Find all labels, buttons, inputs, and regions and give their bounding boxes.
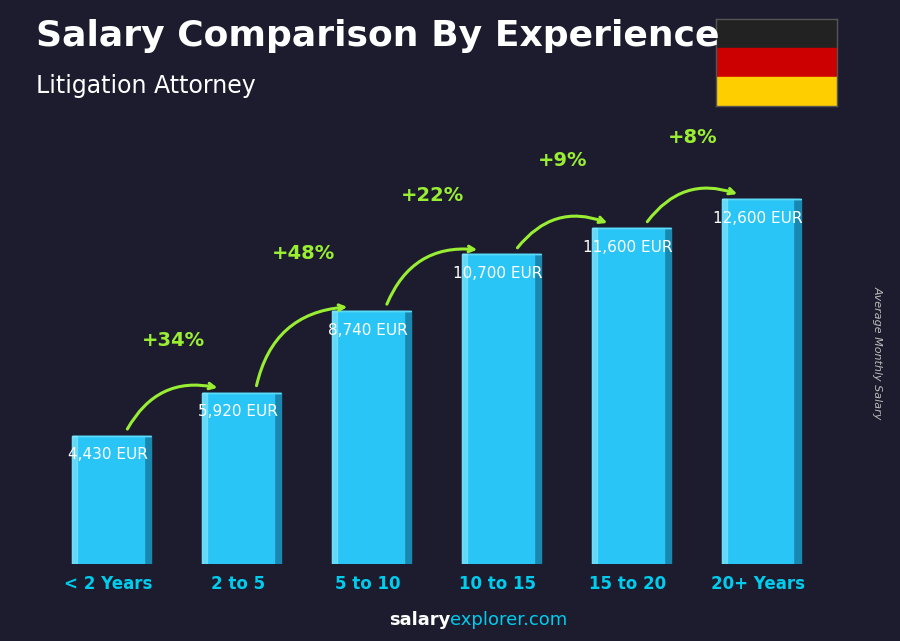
Bar <box>716 48 837 77</box>
Polygon shape <box>274 393 281 564</box>
Text: explorer.com: explorer.com <box>450 612 567 629</box>
Text: +48%: +48% <box>272 244 335 263</box>
Text: +22%: +22% <box>401 186 464 205</box>
Text: Average Monthly Salary: Average Monthly Salary <box>872 286 883 419</box>
Text: 8,740 EUR: 8,740 EUR <box>328 322 408 338</box>
Bar <box>332 311 338 564</box>
Bar <box>592 228 663 564</box>
Polygon shape <box>794 199 801 564</box>
Bar <box>463 254 534 564</box>
Polygon shape <box>144 436 151 564</box>
Bar <box>202 393 274 564</box>
Text: +9%: +9% <box>538 151 588 171</box>
Text: 11,600 EUR: 11,600 EUR <box>583 240 672 255</box>
Bar <box>72 436 77 564</box>
Text: 10,700 EUR: 10,700 EUR <box>454 266 543 281</box>
Text: +8%: +8% <box>668 128 717 147</box>
Text: Litigation Attorney: Litigation Attorney <box>36 74 256 97</box>
Text: 4,430 EUR: 4,430 EUR <box>68 447 148 462</box>
Text: 5,920 EUR: 5,920 EUR <box>198 404 278 419</box>
Bar <box>72 436 144 564</box>
Polygon shape <box>534 254 541 564</box>
Bar <box>716 19 837 48</box>
Polygon shape <box>663 228 670 564</box>
Bar <box>722 199 794 564</box>
Text: 12,600 EUR: 12,600 EUR <box>713 211 803 226</box>
Text: +34%: +34% <box>141 331 204 350</box>
Bar <box>592 228 597 564</box>
Bar <box>202 393 207 564</box>
Bar <box>722 199 727 564</box>
Bar <box>463 254 467 564</box>
Text: salary: salary <box>389 612 450 629</box>
Bar <box>332 311 404 564</box>
Text: Salary Comparison By Experience: Salary Comparison By Experience <box>36 19 719 53</box>
Bar <box>716 77 837 106</box>
Polygon shape <box>404 311 410 564</box>
